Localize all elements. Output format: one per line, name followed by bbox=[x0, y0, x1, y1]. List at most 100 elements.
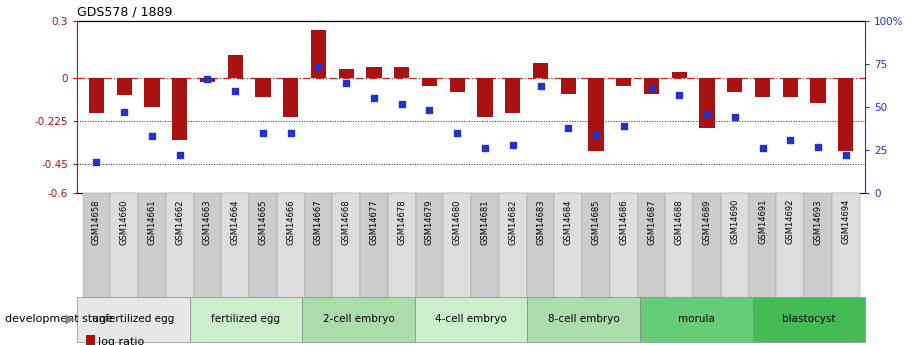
Bar bbox=[776, 193, 805, 310]
Bar bbox=[416, 193, 443, 310]
Point bbox=[255, 130, 270, 136]
Bar bbox=[721, 193, 748, 310]
Point bbox=[339, 80, 353, 86]
Bar bbox=[753, 297, 865, 342]
Bar bbox=[117, 78, 132, 96]
Bar bbox=[360, 193, 388, 310]
Bar bbox=[477, 78, 493, 117]
Point bbox=[839, 152, 853, 158]
Bar bbox=[588, 78, 603, 151]
Bar bbox=[583, 193, 610, 310]
Text: GSM14688: GSM14688 bbox=[675, 199, 684, 245]
Text: GSM14677: GSM14677 bbox=[370, 199, 379, 245]
Point bbox=[422, 108, 437, 113]
Bar bbox=[527, 297, 640, 342]
Bar bbox=[449, 78, 465, 92]
Bar bbox=[172, 78, 188, 139]
Bar bbox=[728, 78, 742, 92]
Text: 4-cell embryo: 4-cell embryo bbox=[435, 314, 507, 324]
Point bbox=[506, 142, 520, 148]
Text: morula: morula bbox=[678, 314, 715, 324]
Bar bbox=[111, 193, 138, 310]
Bar bbox=[422, 78, 437, 86]
Point bbox=[783, 137, 797, 142]
Text: GSM14694: GSM14694 bbox=[842, 199, 851, 245]
Text: GSM14665: GSM14665 bbox=[258, 199, 267, 245]
Point bbox=[450, 130, 465, 136]
Text: GSM14661: GSM14661 bbox=[148, 199, 157, 245]
Text: GSM14668: GSM14668 bbox=[342, 199, 351, 245]
Text: GSM14660: GSM14660 bbox=[120, 199, 129, 245]
Bar bbox=[138, 193, 166, 310]
Bar bbox=[610, 193, 638, 310]
Bar bbox=[82, 193, 111, 310]
Point bbox=[200, 77, 215, 82]
Bar bbox=[415, 297, 527, 342]
Point bbox=[534, 83, 548, 89]
Bar bbox=[832, 193, 860, 310]
Bar bbox=[200, 78, 215, 82]
Text: GSM14687: GSM14687 bbox=[647, 199, 656, 245]
Bar bbox=[671, 72, 687, 78]
Bar bbox=[303, 297, 415, 342]
Text: GDS578 / 1889: GDS578 / 1889 bbox=[77, 5, 172, 18]
Text: GSM14690: GSM14690 bbox=[730, 199, 739, 245]
Text: GSM14678: GSM14678 bbox=[397, 199, 406, 245]
Bar bbox=[755, 78, 770, 97]
Text: GSM14689: GSM14689 bbox=[702, 199, 711, 245]
Point bbox=[616, 123, 631, 129]
Point bbox=[477, 146, 492, 151]
Bar bbox=[89, 78, 104, 113]
Bar bbox=[526, 193, 554, 310]
Text: GSM14684: GSM14684 bbox=[564, 199, 573, 245]
Bar bbox=[339, 69, 354, 78]
Point bbox=[117, 109, 131, 115]
Point bbox=[172, 152, 187, 158]
Point bbox=[367, 96, 381, 101]
Bar bbox=[283, 78, 298, 117]
Text: 2-cell embryo: 2-cell embryo bbox=[323, 314, 394, 324]
Text: GSM14685: GSM14685 bbox=[592, 199, 601, 245]
Text: GSM14682: GSM14682 bbox=[508, 199, 517, 245]
Point bbox=[284, 130, 298, 136]
Bar bbox=[638, 193, 665, 310]
Bar bbox=[311, 30, 326, 78]
Text: GSM14681: GSM14681 bbox=[480, 199, 489, 245]
Text: GSM14692: GSM14692 bbox=[786, 199, 795, 245]
Point bbox=[312, 65, 326, 70]
Text: GSM14679: GSM14679 bbox=[425, 199, 434, 245]
Bar bbox=[194, 193, 221, 310]
Bar bbox=[249, 193, 277, 310]
Point bbox=[672, 92, 687, 98]
Text: GSM14686: GSM14686 bbox=[620, 199, 628, 245]
Bar bbox=[499, 193, 526, 310]
Bar bbox=[277, 193, 304, 310]
Bar bbox=[255, 78, 271, 97]
Point bbox=[394, 101, 409, 106]
Text: GSM14691: GSM14691 bbox=[758, 199, 767, 245]
Bar bbox=[506, 78, 520, 113]
Bar bbox=[640, 297, 753, 342]
Bar bbox=[189, 297, 303, 342]
Text: blastocyst: blastocyst bbox=[782, 314, 835, 324]
Bar bbox=[304, 193, 333, 310]
Bar bbox=[366, 67, 381, 78]
Point bbox=[589, 132, 603, 137]
Point bbox=[228, 89, 243, 94]
Text: GSM14683: GSM14683 bbox=[536, 199, 545, 245]
Bar bbox=[77, 297, 189, 342]
Bar bbox=[227, 55, 243, 78]
Point bbox=[89, 159, 103, 165]
Point bbox=[811, 144, 825, 149]
Text: 8-cell embryo: 8-cell embryo bbox=[548, 314, 620, 324]
Bar bbox=[699, 78, 715, 128]
Text: GSM14693: GSM14693 bbox=[814, 199, 823, 245]
Bar bbox=[561, 78, 576, 93]
Text: GSM14664: GSM14664 bbox=[231, 199, 240, 245]
Text: GSM14662: GSM14662 bbox=[175, 199, 184, 245]
Bar bbox=[554, 193, 583, 310]
Point bbox=[561, 125, 575, 130]
Bar bbox=[805, 193, 832, 310]
Bar bbox=[533, 63, 548, 78]
Bar bbox=[693, 193, 721, 310]
